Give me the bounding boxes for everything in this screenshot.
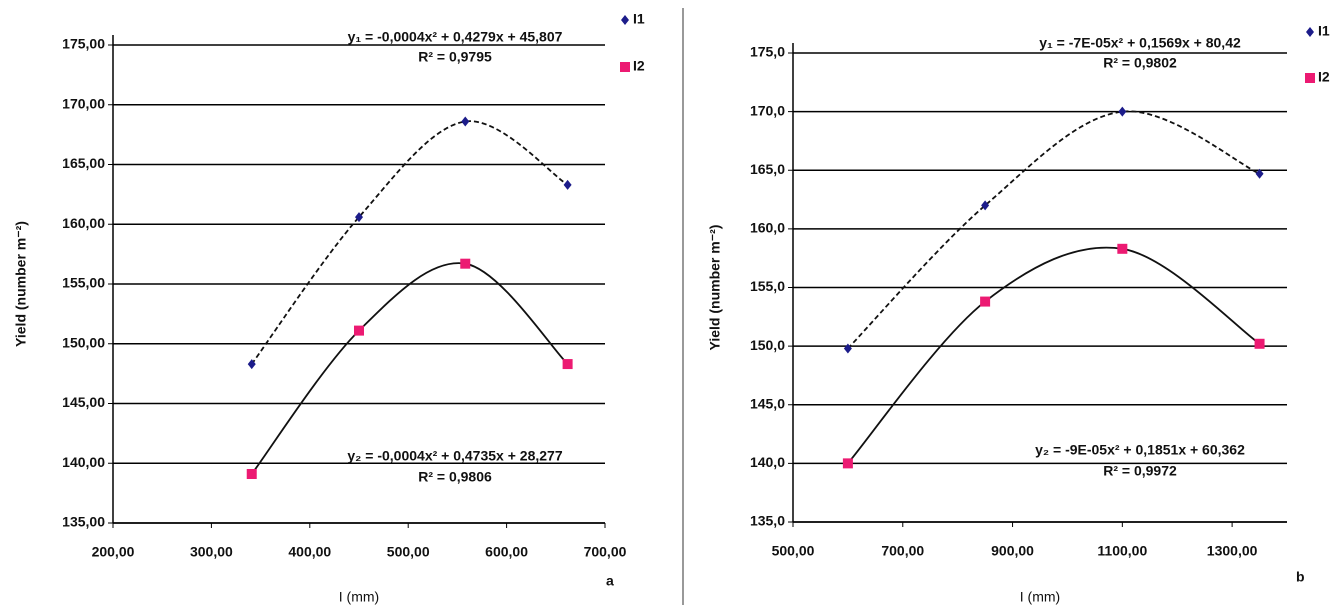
- marker: [981, 200, 990, 211]
- x-tick-label: 1300,00: [1207, 543, 1258, 559]
- y-tick-label: 155,0: [750, 278, 785, 294]
- annotation: y₂ = -9E-05x² + 0,1851x + 60,362: [1035, 442, 1245, 458]
- x-tick-label: 1100,00: [1097, 543, 1147, 559]
- legend-label: I1: [633, 11, 645, 27]
- annotation: y₂ = -0,0004x² + 0,4735x + 28,277: [347, 448, 562, 464]
- y-tick-label: 140,0: [750, 454, 785, 470]
- marker: [460, 258, 471, 269]
- annotation: y₁ = -7E-05x² + 0,1569x + 80,42: [1039, 35, 1241, 51]
- trendline: [251, 262, 569, 475]
- x-tick-label: 400,00: [288, 544, 331, 560]
- x-tick-label: 600,00: [485, 544, 528, 560]
- x-tick-label: 300,00: [190, 544, 233, 560]
- y-tick-label: 145,0: [750, 395, 785, 411]
- marker: [461, 116, 470, 127]
- legend-marker: [1306, 27, 1314, 37]
- trendline: [847, 110, 1260, 350]
- x-tick-label: 700,00: [881, 543, 924, 559]
- marker: [563, 179, 572, 190]
- x-tick-label: 200,00: [92, 544, 135, 560]
- annotation: R² = 0,9972: [1103, 463, 1177, 479]
- y-tick-label: 135,0: [750, 513, 785, 529]
- y-tick-label: 170,00: [62, 95, 105, 111]
- marker: [842, 458, 853, 469]
- y-tick-label: 165,0: [750, 161, 785, 177]
- annotation: R² = 0,9795: [418, 49, 492, 65]
- y-tick-label: 175,0: [750, 44, 785, 60]
- y-tick-label: 175,00: [62, 36, 105, 52]
- x-tick-label: 700,00: [584, 544, 627, 560]
- annotation: y₁ = -0,0004x² + 0,4279x + 45,807: [348, 29, 563, 45]
- trendline: [251, 120, 569, 365]
- legend-label: I2: [633, 58, 645, 74]
- marker: [1118, 106, 1127, 117]
- x-tick-label: 500,00: [772, 543, 815, 559]
- y-axis-title: Yield (number m⁻²): [13, 221, 29, 347]
- marker: [1255, 168, 1264, 179]
- legend-marker: [1305, 73, 1315, 83]
- annotation: R² = 0,9802: [1103, 55, 1177, 71]
- marker: [355, 212, 363, 223]
- y-tick-label: 160,00: [62, 215, 105, 231]
- marker: [246, 469, 257, 480]
- y-tick-label: 140,00: [62, 454, 105, 470]
- x-tick-label: 900,00: [991, 543, 1034, 559]
- panel-label: a: [606, 573, 614, 589]
- y-tick-label: 150,0: [750, 337, 785, 353]
- marker: [1117, 243, 1128, 254]
- x-axis-title: I (mm): [1020, 589, 1060, 605]
- legend-label: I2: [1318, 69, 1330, 85]
- marker: [1254, 338, 1265, 349]
- trendline: [847, 246, 1261, 464]
- y-tick-label: 170,0: [750, 102, 785, 118]
- y-tick-label: 155,00: [62, 275, 105, 291]
- x-tick-label: 500,00: [387, 544, 430, 560]
- marker: [247, 359, 256, 370]
- y-tick-label: 160,0: [750, 220, 785, 236]
- panel-label: b: [1296, 569, 1305, 585]
- legend-label: I1: [1318, 23, 1330, 39]
- marker: [354, 325, 364, 336]
- y-tick-label: 145,00: [62, 394, 105, 410]
- y-axis-title: Yield (number m⁻²): [707, 225, 723, 351]
- y-tick-label: 165,00: [62, 155, 105, 171]
- y-tick-label: 150,00: [62, 334, 105, 350]
- legend-marker: [621, 15, 629, 25]
- marker: [843, 343, 852, 354]
- marker: [980, 296, 991, 307]
- marker: [562, 359, 573, 370]
- legend-marker: [620, 62, 630, 72]
- annotation: R² = 0,9806: [418, 469, 492, 485]
- x-axis-title: I (mm): [339, 589, 379, 605]
- y-tick-label: 135,00: [62, 514, 105, 530]
